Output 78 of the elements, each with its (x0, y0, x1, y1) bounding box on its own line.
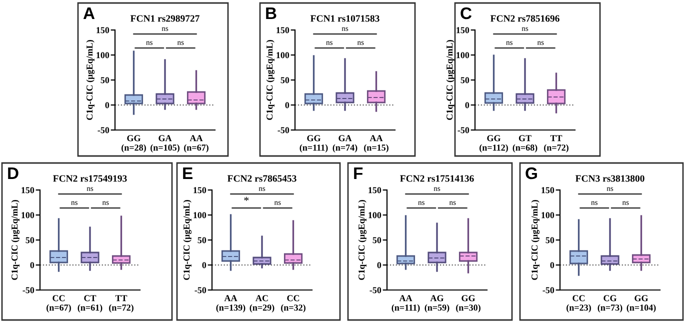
chart-title: FCN2 rs17549193 (53, 175, 127, 182)
y-tick-label: 100 (456, 52, 470, 58)
x-tick-label: GA (n=74) (332, 135, 358, 152)
x-tick-label: CT (n=61) (78, 295, 102, 312)
text: A (83, 8, 95, 19)
x-tick-label: CC (n=32) (281, 295, 306, 312)
x-tick-label: AC (n=29) (250, 295, 274, 312)
y-tick-label: 100 (96, 52, 110, 58)
x-tick-label: TT (n=72) (109, 295, 134, 312)
y-tick-label: 50 (26, 237, 34, 244)
x-tick-label: TT (n=72) (544, 135, 568, 152)
y-tick-label: -50 (458, 127, 470, 134)
x-tick-label: GG (n=112) (480, 135, 508, 152)
y-tick-label: 100 (542, 212, 554, 218)
y-tick-label: 150 (22, 187, 34, 194)
y-axis-title: C1q-CIC (µgEq/mL) (86, 40, 95, 120)
x-tick-label: GG (n=28) (122, 135, 146, 152)
x-tick-label: CG (n=73) (598, 295, 622, 312)
y-axis-title: C1q-CIC (µgEq/mL) (11, 200, 20, 280)
y-tick-label: 100 (194, 212, 206, 218)
x-tick-label: GG (n=111) (300, 135, 328, 152)
y-tick-label: 150 (194, 187, 206, 194)
y-tick-label: 0 (285, 102, 290, 108)
x-tick-label: AA (n=139) (216, 295, 246, 312)
y-tick-label: -50 (370, 287, 382, 294)
y-axis-title: C1q-CIC (µgEq/mL) (446, 40, 455, 120)
chart-title: FCN1 rs1071583 (310, 15, 380, 22)
y-tick-label: -50 (22, 287, 34, 294)
y-tick-label: 150 (368, 187, 382, 194)
chart-title: FCN3 rs3813800 (575, 175, 644, 182)
x-tick-label: AA (n=111) (392, 295, 420, 312)
y-tick-label: -50 (542, 287, 554, 294)
text: C (460, 7, 472, 20)
x-tick-label: GA (n=105) (150, 135, 180, 152)
chart-title: FCN2 rs7851696 (490, 15, 560, 22)
y-tick-label: 50 (100, 77, 110, 84)
y-tick-label: 50 (372, 237, 382, 244)
y-tick-label: 100 (22, 212, 34, 218)
text: E (183, 168, 192, 179)
x-tick-label: CC (n=67) (46, 295, 71, 312)
y-axis-title: C1q-CIC (µgEq/mL) (183, 200, 192, 280)
y-axis-title: C1q-CIC (µgEq/mL) (531, 200, 540, 280)
y-tick-label: -50 (98, 127, 110, 134)
y-tick-label: 0 (377, 262, 382, 268)
x-tick-label: GG (n=30) (456, 295, 480, 312)
y-tick-label: 0 (30, 262, 34, 268)
text: F (354, 168, 363, 179)
x-tick-label: AA (n=15) (364, 135, 388, 152)
x-tick-label: AA (n=67) (184, 135, 208, 152)
y-tick-label: -50 (278, 127, 290, 134)
y-axis-title: C1q-CIC (µgEq/mL) (266, 40, 275, 120)
y-tick-label: 0 (550, 262, 554, 268)
y-tick-label: 100 (276, 52, 290, 58)
y-tick-label: 0 (202, 262, 206, 268)
y-tick-label: 150 (96, 27, 110, 34)
y-tick-label: 150 (276, 27, 290, 34)
annotation: * (244, 196, 249, 201)
x-tick-label: AG (n=59) (424, 295, 450, 312)
text: B (266, 8, 276, 19)
y-tick-label: 150 (542, 187, 554, 194)
x-tick-label: GT (n=68) (512, 135, 538, 152)
y-tick-label: 50 (198, 237, 206, 244)
chart-title: FCN2 rs7865453 (227, 175, 296, 182)
chart-title: FCN2 rs17514136 (400, 175, 474, 182)
chart-title: FCN1 rs2989727 (130, 15, 200, 22)
y-tick-label: 100 (368, 212, 382, 218)
x-tick-label: GG (n=104) (626, 295, 656, 312)
y-tick-label: 50 (546, 237, 554, 244)
y-tick-label: 50 (280, 77, 290, 84)
x-tick-label: CC (n=23) (566, 295, 591, 312)
text: D (8, 168, 18, 179)
y-tick-label: 50 (460, 77, 470, 84)
y-tick-label: 150 (456, 27, 470, 34)
y-axis-title: C1q-CIC (µgEq/mL) (358, 200, 367, 280)
y-tick-label: -50 (194, 287, 206, 294)
text: G (526, 167, 537, 180)
y-tick-label: 0 (465, 102, 470, 108)
y-tick-label: 0 (105, 102, 110, 108)
